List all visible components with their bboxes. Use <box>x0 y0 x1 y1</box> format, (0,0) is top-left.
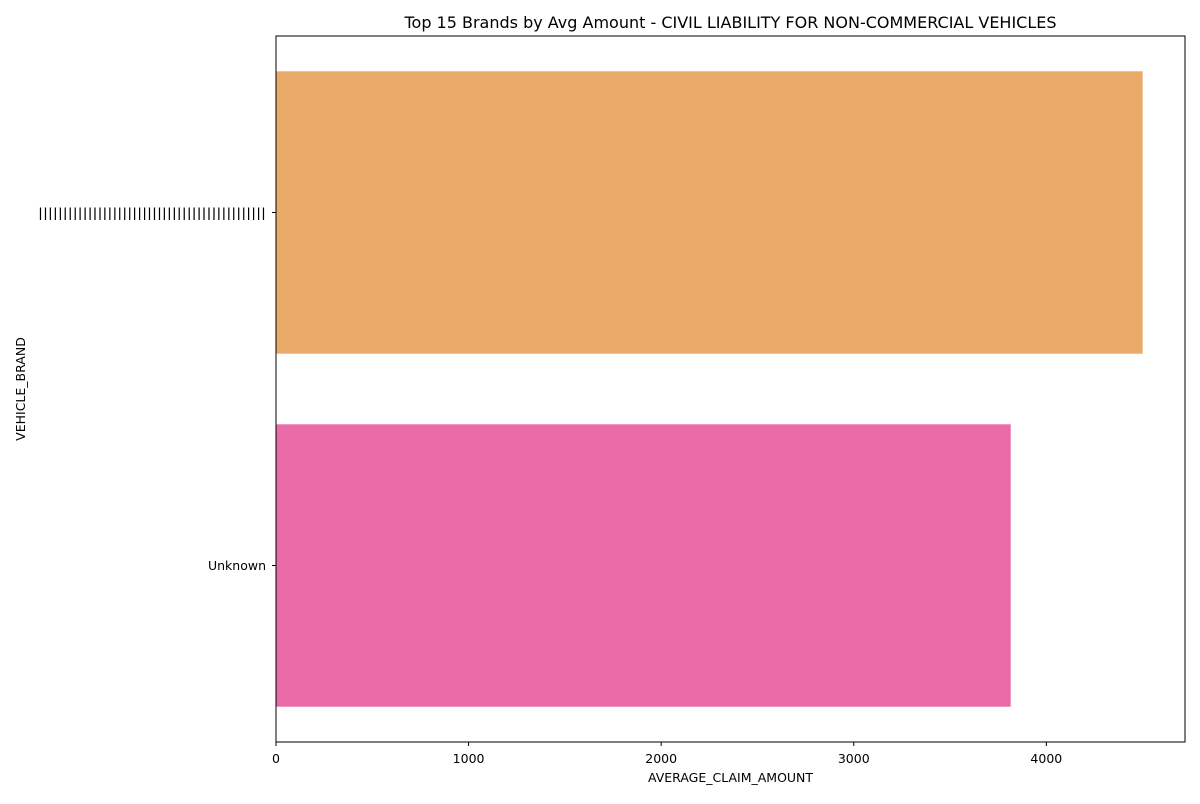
bars-layer <box>276 71 1143 707</box>
x-tick-label: 0 <box>272 751 280 766</box>
x-tick-label: 4000 <box>1030 751 1062 766</box>
chart-title: Top 15 Brands by Avg Amount - CIVIL LIAB… <box>403 13 1056 32</box>
y-tick-label: ||||||||||||||||||||||||||||||||||||||||… <box>38 205 266 220</box>
bar-brand-1 <box>276 71 1143 354</box>
x-axis-ticks: 0 1000 2000 3000 4000 <box>272 742 1062 766</box>
y-axis-label: VEHICLE_BRAND <box>13 337 28 441</box>
x-axis-label: AVERAGE_CLAIM_AMOUNT <box>648 770 813 785</box>
x-tick-label: 1000 <box>453 751 485 766</box>
y-tick-label: Unknown <box>208 558 266 573</box>
y-axis-ticks: ||||||||||||||||||||||||||||||||||||||||… <box>38 205 276 573</box>
x-tick-label: 3000 <box>838 751 870 766</box>
bar-unknown <box>276 424 1011 707</box>
x-tick-label: 2000 <box>645 751 677 766</box>
plot-frame <box>275 35 1186 743</box>
